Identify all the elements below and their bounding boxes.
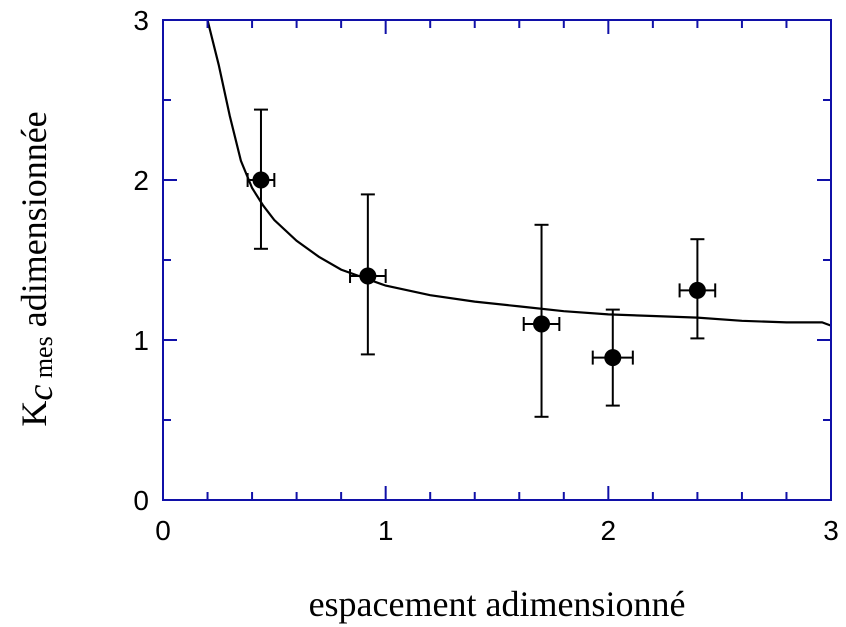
y-tick-label: 3 xyxy=(133,5,149,36)
data-point xyxy=(688,281,706,299)
y-axis-title: Kc mes adimensionnée xyxy=(14,111,60,426)
data-point xyxy=(252,171,270,189)
plot-frame xyxy=(162,19,832,501)
y-axis-title-rest: adimensionnée xyxy=(14,111,54,336)
y-tick-label: 1 xyxy=(133,325,149,356)
y-axis-title-base: K xyxy=(14,401,54,427)
x-axis-title: espacement adimensionné xyxy=(309,584,686,624)
data-point xyxy=(359,267,377,285)
fit-curve xyxy=(206,19,832,327)
x-tick-label: 3 xyxy=(823,515,839,546)
y-axis-title-subscript-symbol: c xyxy=(20,385,60,401)
y-axis-title-text: Kc mes adimensionnée xyxy=(14,111,60,426)
data-point xyxy=(533,315,551,333)
x-tick-label: 1 xyxy=(378,515,394,546)
axis-frame xyxy=(162,19,832,501)
axis-tick-labels: 0 1 2 3 0 1 2 3 xyxy=(133,5,838,546)
x-tick-label: 2 xyxy=(601,515,617,546)
y-tick-label: 0 xyxy=(133,485,149,516)
x-tick-label: 0 xyxy=(155,515,171,546)
plot-area xyxy=(206,19,832,418)
y-tick-label: 2 xyxy=(133,165,149,196)
data-point-group xyxy=(678,238,717,340)
data-point-group xyxy=(591,308,634,407)
data-point-group xyxy=(246,108,276,250)
data-point-group xyxy=(349,193,387,356)
data-point xyxy=(604,349,622,367)
axis-ticks xyxy=(162,19,832,501)
y-axis-title-subscript: mes xyxy=(29,336,58,384)
data-point-group xyxy=(522,223,561,418)
